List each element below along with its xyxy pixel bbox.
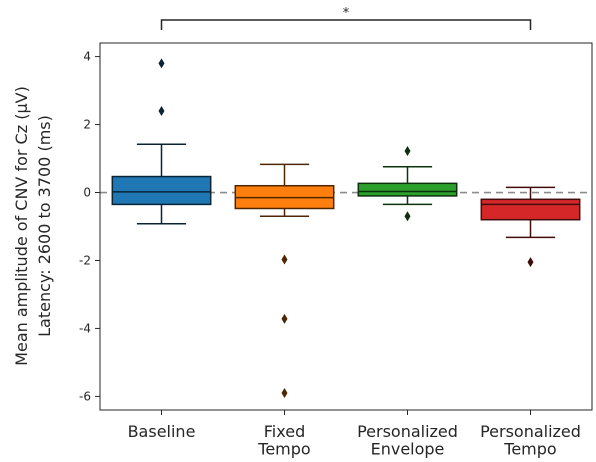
y-axis-label-line1: Mean amplitude of CNV for Cz (μV)	[12, 86, 31, 366]
y-axis-label-line2: Latency: 2600 to 3700 (ms)	[35, 115, 54, 337]
category-label: Personalized Tempo	[480, 422, 581, 459]
category-label-line: Tempo	[503, 440, 556, 459]
outlier-point	[404, 211, 411, 222]
category-label: Baseline	[128, 422, 196, 441]
significance-label: *	[343, 6, 350, 21]
category-label-line: Baseline	[128, 422, 196, 441]
y-tick-label: -6	[79, 389, 91, 403]
outlier-point	[281, 313, 288, 324]
outlier-point	[527, 257, 534, 268]
y-tick-label: 2	[83, 118, 91, 132]
outlier-point	[158, 105, 165, 116]
outlier-point	[281, 254, 288, 265]
y-tick-label: 0	[83, 186, 91, 200]
category-label: Fixed Tempo	[257, 422, 310, 459]
y-tick-label: 4	[83, 50, 91, 64]
y-tick-label: -4	[79, 321, 91, 335]
outlier-point	[158, 58, 165, 69]
category-label: Personalized Envelope	[357, 422, 458, 459]
outlier-point	[281, 388, 288, 399]
category-label-line: Tempo	[257, 440, 310, 459]
outlier-point	[404, 146, 411, 157]
category-label-line: Fixed	[264, 422, 305, 441]
category-label-line: Personalized	[480, 422, 581, 441]
significance-bracket	[160, 19, 532, 30]
box	[480, 198, 581, 221]
plot-frame	[99, 42, 593, 411]
y-tick-label: -2	[79, 253, 91, 267]
box	[111, 175, 212, 206]
category-label-line: Envelope	[371, 440, 445, 459]
category-label-line: Personalized	[357, 422, 458, 441]
box	[357, 182, 458, 197]
